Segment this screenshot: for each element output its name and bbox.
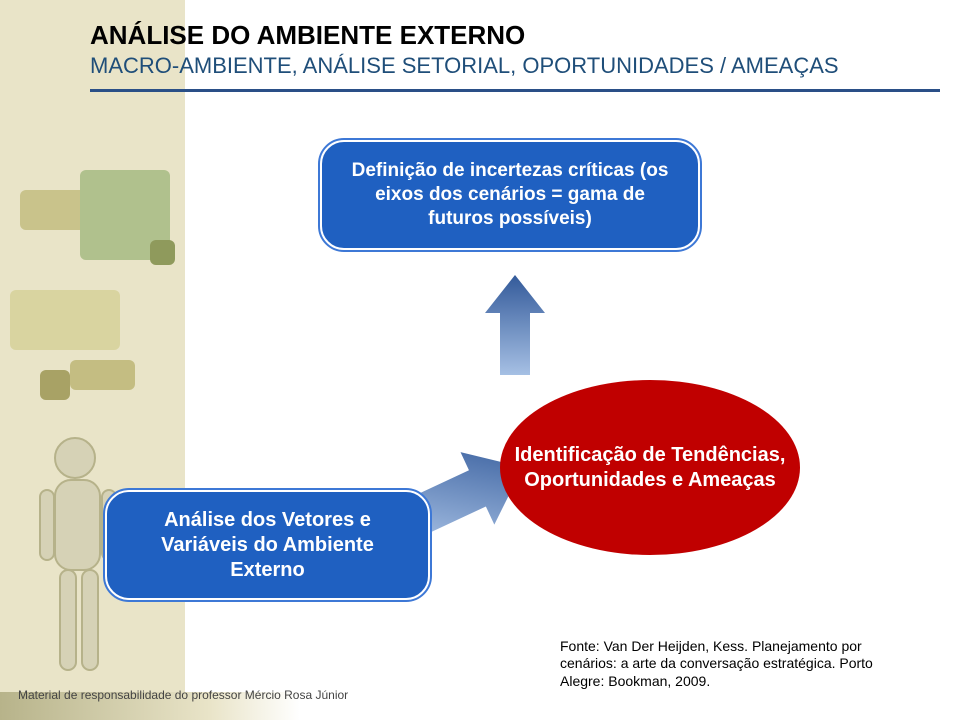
node-label: Análise dos Vetores e Variáveis do Ambie… [127, 508, 408, 583]
page-title: ANÁLISE DO AMBIENTE EXTERNO [90, 20, 940, 51]
footer-citation: Fonte: Van Der Heijden, Kess. Planejamen… [560, 638, 900, 691]
slide-header: ANÁLISE DO AMBIENTE EXTERNO MACRO-AMBIEN… [90, 20, 940, 92]
footer-credit: Material de responsabilidade do professo… [18, 688, 348, 702]
bg-swatch [70, 360, 135, 390]
node-definicao-incertezas: Definição de incertezas críticas (os eix… [320, 140, 700, 250]
node-identificacao-tendencias: Identificação de Tendências, Oportunidad… [500, 380, 800, 555]
bg-swatch [40, 370, 70, 400]
arrow-up-icon [485, 275, 545, 375]
bg-swatch [10, 290, 120, 350]
header-rule [90, 89, 940, 92]
node-analise-vetores: Análise dos Vetores e Variáveis do Ambie… [105, 490, 430, 600]
page-subtitle: MACRO-AMBIENTE, ANÁLISE SETORIAL, OPORTU… [90, 53, 940, 79]
node-label: Identificação de Tendências, Oportunidad… [500, 443, 800, 493]
bg-swatch [150, 240, 175, 265]
node-label: Definição de incertezas críticas (os eix… [342, 159, 678, 230]
